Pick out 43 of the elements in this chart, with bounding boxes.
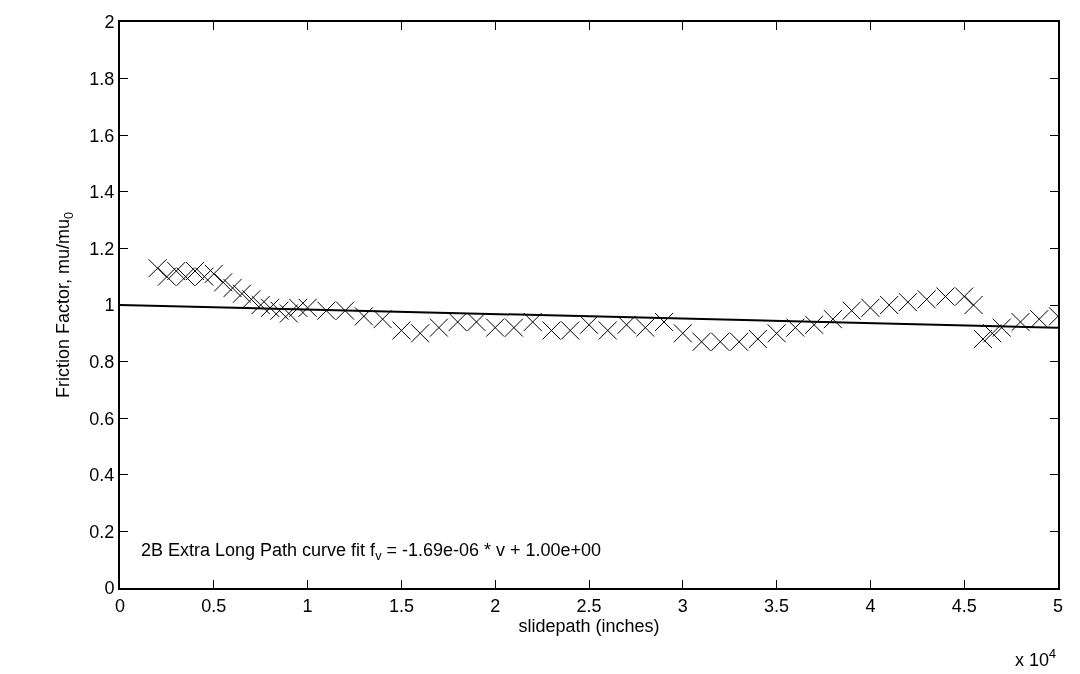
y-tick-label: 0.6 bbox=[89, 408, 115, 429]
x-tick-label: 1.5 bbox=[388, 595, 414, 616]
point bbox=[213, 272, 233, 292]
text: x 10$^{4}$ bbox=[1015, 647, 1057, 670]
point bbox=[964, 295, 984, 315]
point bbox=[232, 284, 252, 304]
y-tick-label: 0.2 bbox=[89, 521, 115, 542]
x-tick-label: 1 bbox=[302, 595, 313, 616]
annotation: 2B Extra Long Path curve fit f$_{v}$ = -1.69e-06 * v + 1.00e+00 bbox=[141, 540, 602, 563]
y-tick-label: 1.4 bbox=[89, 182, 115, 203]
x-tick-label: 4 bbox=[865, 595, 876, 616]
y-tick-label: 1 bbox=[104, 295, 115, 316]
y-tick-label: 1.6 bbox=[89, 125, 115, 146]
point bbox=[992, 318, 1012, 338]
x-tick-label: 4.5 bbox=[951, 595, 977, 616]
y-tick-label: 0.8 bbox=[89, 351, 115, 372]
point bbox=[241, 289, 261, 309]
y-tick-label: 1.2 bbox=[89, 238, 115, 259]
point bbox=[523, 312, 543, 332]
x-tick-label: 0.5 bbox=[201, 595, 227, 616]
point bbox=[251, 295, 271, 315]
x-tick-label: 3.5 bbox=[764, 595, 790, 616]
point bbox=[260, 298, 280, 318]
point bbox=[429, 318, 449, 338]
x-axis-title: slidepath (inches) bbox=[518, 615, 660, 636]
y-tick-label: 0 bbox=[104, 578, 115, 599]
x-tick-label: 5 bbox=[1052, 595, 1064, 616]
point bbox=[673, 323, 693, 343]
point bbox=[973, 329, 993, 349]
point bbox=[579, 315, 599, 335]
point bbox=[767, 323, 787, 343]
point bbox=[598, 320, 618, 340]
x-tick-label: 2.5 bbox=[576, 595, 602, 616]
y-tick-label: 0.4 bbox=[89, 465, 115, 486]
x-tick-label: 3 bbox=[677, 595, 688, 616]
x-tick-label: 2 bbox=[490, 595, 501, 616]
point bbox=[823, 309, 843, 329]
point bbox=[982, 323, 1002, 343]
point bbox=[279, 303, 299, 323]
y-tick-label: 1.8 bbox=[89, 68, 115, 89]
point bbox=[223, 278, 243, 298]
point bbox=[654, 312, 674, 332]
y-tick-label: 2 bbox=[104, 12, 115, 33]
